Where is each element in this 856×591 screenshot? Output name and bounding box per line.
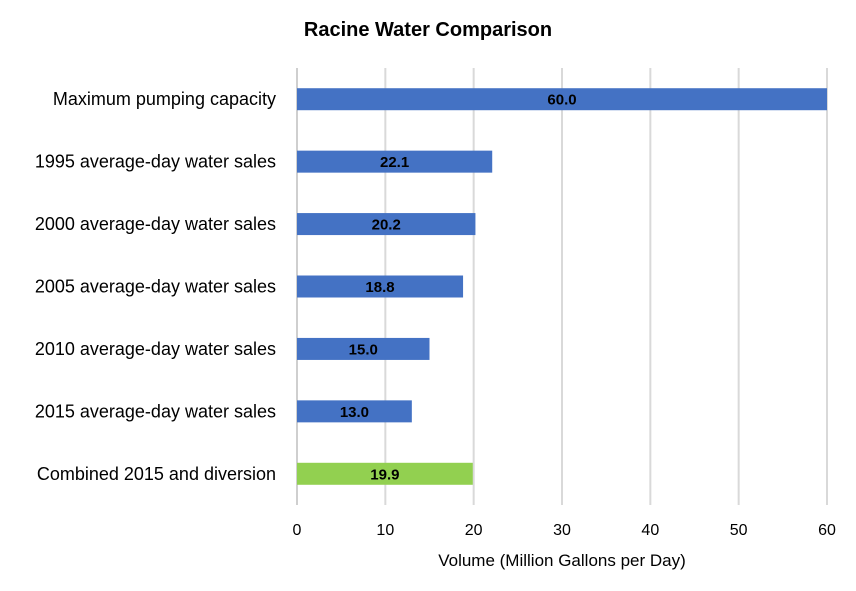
data-label: 15.0 — [349, 341, 378, 358]
bar — [297, 400, 412, 423]
bar — [297, 150, 493, 173]
category-label: 2005 average-day water sales — [35, 277, 276, 297]
x-tick-label: 20 — [465, 522, 483, 539]
x-tick-label: 10 — [376, 522, 394, 539]
category-label: 2015 average-day water sales — [35, 401, 276, 421]
data-label: 60.0 — [547, 92, 576, 109]
bar — [297, 462, 473, 485]
x-tick-label: 0 — [293, 522, 302, 539]
gridlines — [384, 68, 828, 505]
category-label: 2000 average-day water sales — [35, 214, 276, 234]
bars: 60.0 22.1 20.2 18.8 15.0 13.0 19.9 — [297, 88, 827, 485]
bar — [297, 337, 430, 360]
x-tick-label: 60 — [818, 522, 836, 539]
data-label: 18.8 — [365, 279, 394, 296]
x-axis-title: Volume (Million Gallons per Day) — [438, 551, 686, 570]
data-label: 13.0 — [340, 404, 369, 421]
data-label: 22.1 — [380, 154, 409, 171]
bar — [297, 275, 464, 298]
x-tick-labels: 0 10 20 30 40 50 60 — [293, 522, 836, 539]
bar — [297, 213, 476, 236]
category-label: 1995 average-day water sales — [35, 152, 276, 172]
category-labels: Maximum pumping capacity 1995 average-day… — [35, 89, 276, 484]
x-tick-label: 50 — [730, 522, 748, 539]
bar — [297, 88, 827, 111]
category-label: 2010 average-day water sales — [35, 339, 276, 359]
category-label: Maximum pumping capacity — [53, 89, 276, 109]
x-tick-label: 30 — [553, 522, 571, 539]
data-label: 20.2 — [372, 217, 401, 234]
chart-title: Racine Water Comparison — [304, 19, 552, 41]
x-tick-label: 40 — [641, 522, 659, 539]
category-label: Combined 2015 and diversion — [37, 464, 276, 484]
data-label: 19.9 — [370, 466, 399, 483]
